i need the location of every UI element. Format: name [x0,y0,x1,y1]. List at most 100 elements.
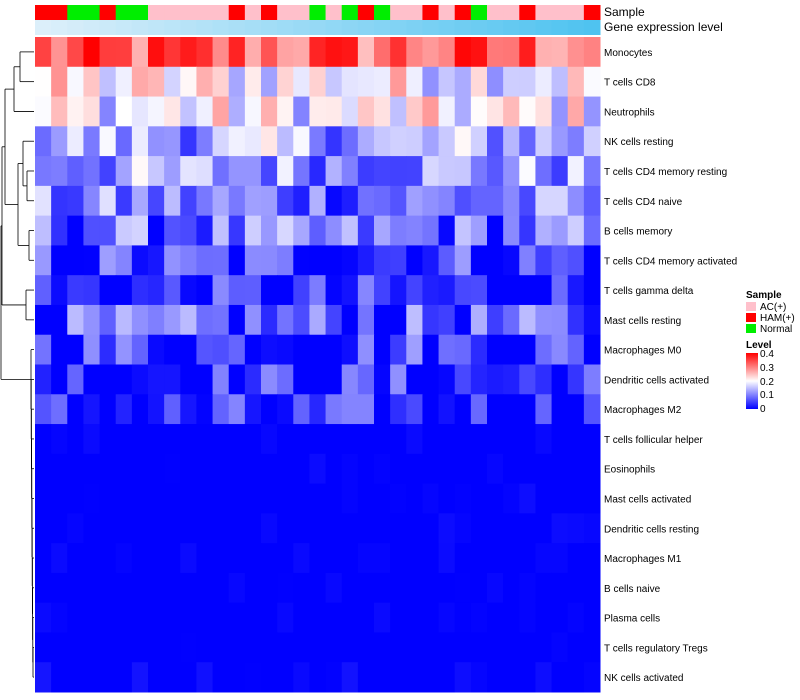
heatmap-cell [277,632,294,663]
heatmap-cell [503,37,520,68]
heatmap-cell [67,126,84,157]
heatmap-cell [212,453,230,485]
heatmap-cell [180,37,197,68]
row-label: NK cells activated [604,673,683,684]
heatmap-cell [374,364,391,395]
heatmap-cell [406,275,423,306]
heatmap-cell [374,394,391,425]
heatmap-cell [148,394,165,425]
heatmap-cell [503,304,520,336]
heatmap-cell [244,215,262,246]
heatmap-cell [164,602,181,633]
heatmap-cell [551,572,569,604]
heatmap-cell [390,66,407,98]
heatmap-cell [374,662,391,693]
heatmap-cell [325,126,343,157]
heatmap-cell [115,275,133,306]
heatmap-cell [164,156,181,187]
heatmap-cell [535,483,553,514]
heatmap-cell [115,156,133,187]
heatmap-cell [535,126,553,157]
heatmap-cell [535,96,553,127]
heatmap-cell [503,513,520,544]
sample-annotation-cell [83,5,101,20]
heatmap-cell [454,334,472,365]
heatmap-cell [228,453,246,485]
heatmap-cell [293,543,310,574]
heatmap-cell [277,424,294,455]
heatmap-cell [357,483,375,514]
heatmap-cell [583,156,601,187]
heatmap-cell [293,483,310,514]
heatmap-cell [309,602,327,633]
heatmap-cell [83,602,101,633]
row-label: T cells regulatory Tregs [604,643,708,654]
heatmap-cell [309,453,327,485]
legend-label-normal: Normal [760,324,792,335]
heatmap-cell [244,364,262,395]
heatmap-cell [99,483,117,514]
heatmap-cell [115,543,133,574]
heatmap-cell [341,37,359,68]
heatmap-cell [83,513,101,544]
heatmap-cell [551,513,569,544]
heatmap-cell [261,543,278,574]
heatmap-cell [244,572,262,604]
heatmap-cell [422,632,440,663]
heatmap-cell [583,513,601,544]
heatmap-cell [357,126,375,157]
heatmap-cell [131,334,149,365]
expression-annotation-cell [164,20,181,35]
heatmap-cell [551,304,569,336]
heatmap-cell [148,632,165,663]
heatmap-cell [115,632,133,663]
expression-annotation-cell [357,20,375,35]
heatmap-cell [180,364,197,395]
heatmap-cell [196,602,214,633]
heatmap-cell [470,245,488,276]
heatmap-cell [35,37,52,68]
heatmap-cell [551,245,569,276]
heatmap-cell [164,394,181,425]
heatmap-cell [406,632,423,663]
heatmap-cell [277,513,294,544]
heatmap-cell [309,424,327,455]
sample-annotation-cell [422,5,440,20]
heatmap-cell [357,513,375,544]
heatmap-cell [470,334,488,365]
heatmap-cell [148,215,165,246]
heatmap-cell [519,275,536,306]
heatmap-cell [51,364,68,395]
heatmap-cell [341,156,359,187]
heatmap-cell [67,602,84,633]
heatmap-cell [422,453,440,485]
heatmap-cell [406,662,423,693]
expression-annotation-bar [35,20,601,35]
heatmap-cell [131,572,149,604]
sample-annotation-cell [212,5,230,20]
heatmap-cell [567,334,585,365]
heatmap-cell [519,632,536,663]
heatmap-cell [454,572,472,604]
heatmap-cell [35,66,52,98]
heatmap-cell [99,543,117,574]
heatmap-cell [325,364,343,395]
sample-annotation-cell [309,5,327,20]
heatmap-cell [148,602,165,633]
heatmap-cell [487,185,504,217]
heatmap-cell [228,632,246,663]
heatmap-cell [148,185,165,217]
heatmap-cell [51,304,68,336]
heatmap-cell [164,126,181,157]
heatmap-cell [83,424,101,455]
heatmap-cell [196,424,214,455]
heatmap-cell [374,126,391,157]
row-label: Mast cells resting [604,316,681,327]
heatmap-cell [277,156,294,187]
heatmap-cell [99,424,117,455]
heatmap-cell [567,572,585,604]
heatmap-cell [341,453,359,485]
heatmap-cell [519,513,536,544]
heatmap-cell [535,66,553,98]
heatmap-cell [503,543,520,574]
